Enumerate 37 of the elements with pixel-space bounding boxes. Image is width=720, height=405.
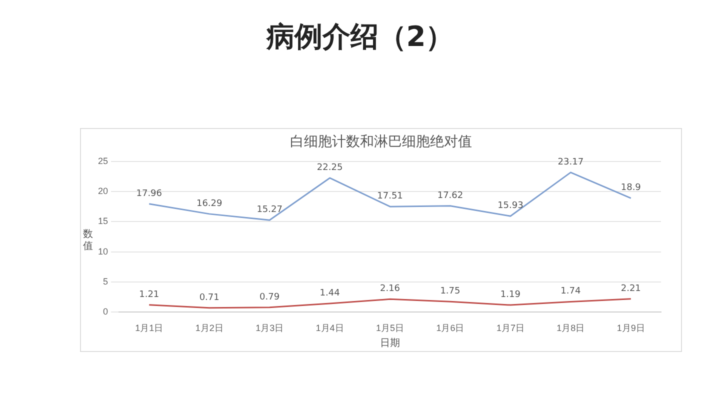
data-label: 23.17 [558, 157, 584, 168]
x-tick-label: 1月5日 [376, 323, 404, 334]
data-label: 15.93 [498, 201, 524, 212]
data-label: 17.96 [136, 188, 162, 199]
data-label: 1.19 [500, 290, 521, 300]
data-label: 0.71 [199, 292, 220, 303]
y-tick-label: 10 [98, 246, 108, 256]
x-tick-label: 1月6日 [436, 323, 464, 334]
x-tick-label: 1月2日 [195, 323, 224, 334]
chart-title: 病例介绍（2） [265, 19, 455, 55]
x-tick-label: 1月3日 [256, 323, 284, 334]
y-tick-label: 25 [98, 156, 108, 166]
data-label: 1.21 [139, 290, 160, 300]
data-label: 16.29 [196, 198, 222, 209]
data-label: 2.21 [620, 284, 641, 294]
y-tick-label: 15 [98, 216, 108, 226]
data-label: 17.51 [377, 192, 403, 202]
y-tick-label: 5 [102, 276, 108, 287]
data-label: 1.74 [560, 286, 581, 297]
data-label: 1.44 [320, 288, 340, 299]
data-label: 0.79 [260, 292, 280, 302]
data-label: 1.75 [440, 286, 460, 297]
data-label: 17.62 [437, 190, 464, 201]
x-tick-label: 1月7日 [496, 323, 524, 334]
y-tick-label: 20 [98, 186, 108, 196]
data-label: 18.9 [620, 183, 642, 194]
x-tick-label: 1月8日 [556, 323, 585, 334]
x-axis-title: 日期 [380, 336, 400, 349]
y-tick-label: 0 [102, 306, 108, 317]
x-tick-label: 1月1日 [135, 323, 164, 334]
y-axis-title: 数值 [83, 229, 94, 253]
data-label: 15.27 [256, 205, 282, 216]
x-tick-label: 1月9日 [616, 323, 645, 334]
chart-subtitle: 白细胞计数和淋巴细胞绝对值 [289, 133, 473, 151]
x-tick-label: 1月4日 [316, 323, 344, 334]
data-label: 22.25 [316, 162, 343, 173]
data-label: 2.16 [380, 284, 400, 294]
